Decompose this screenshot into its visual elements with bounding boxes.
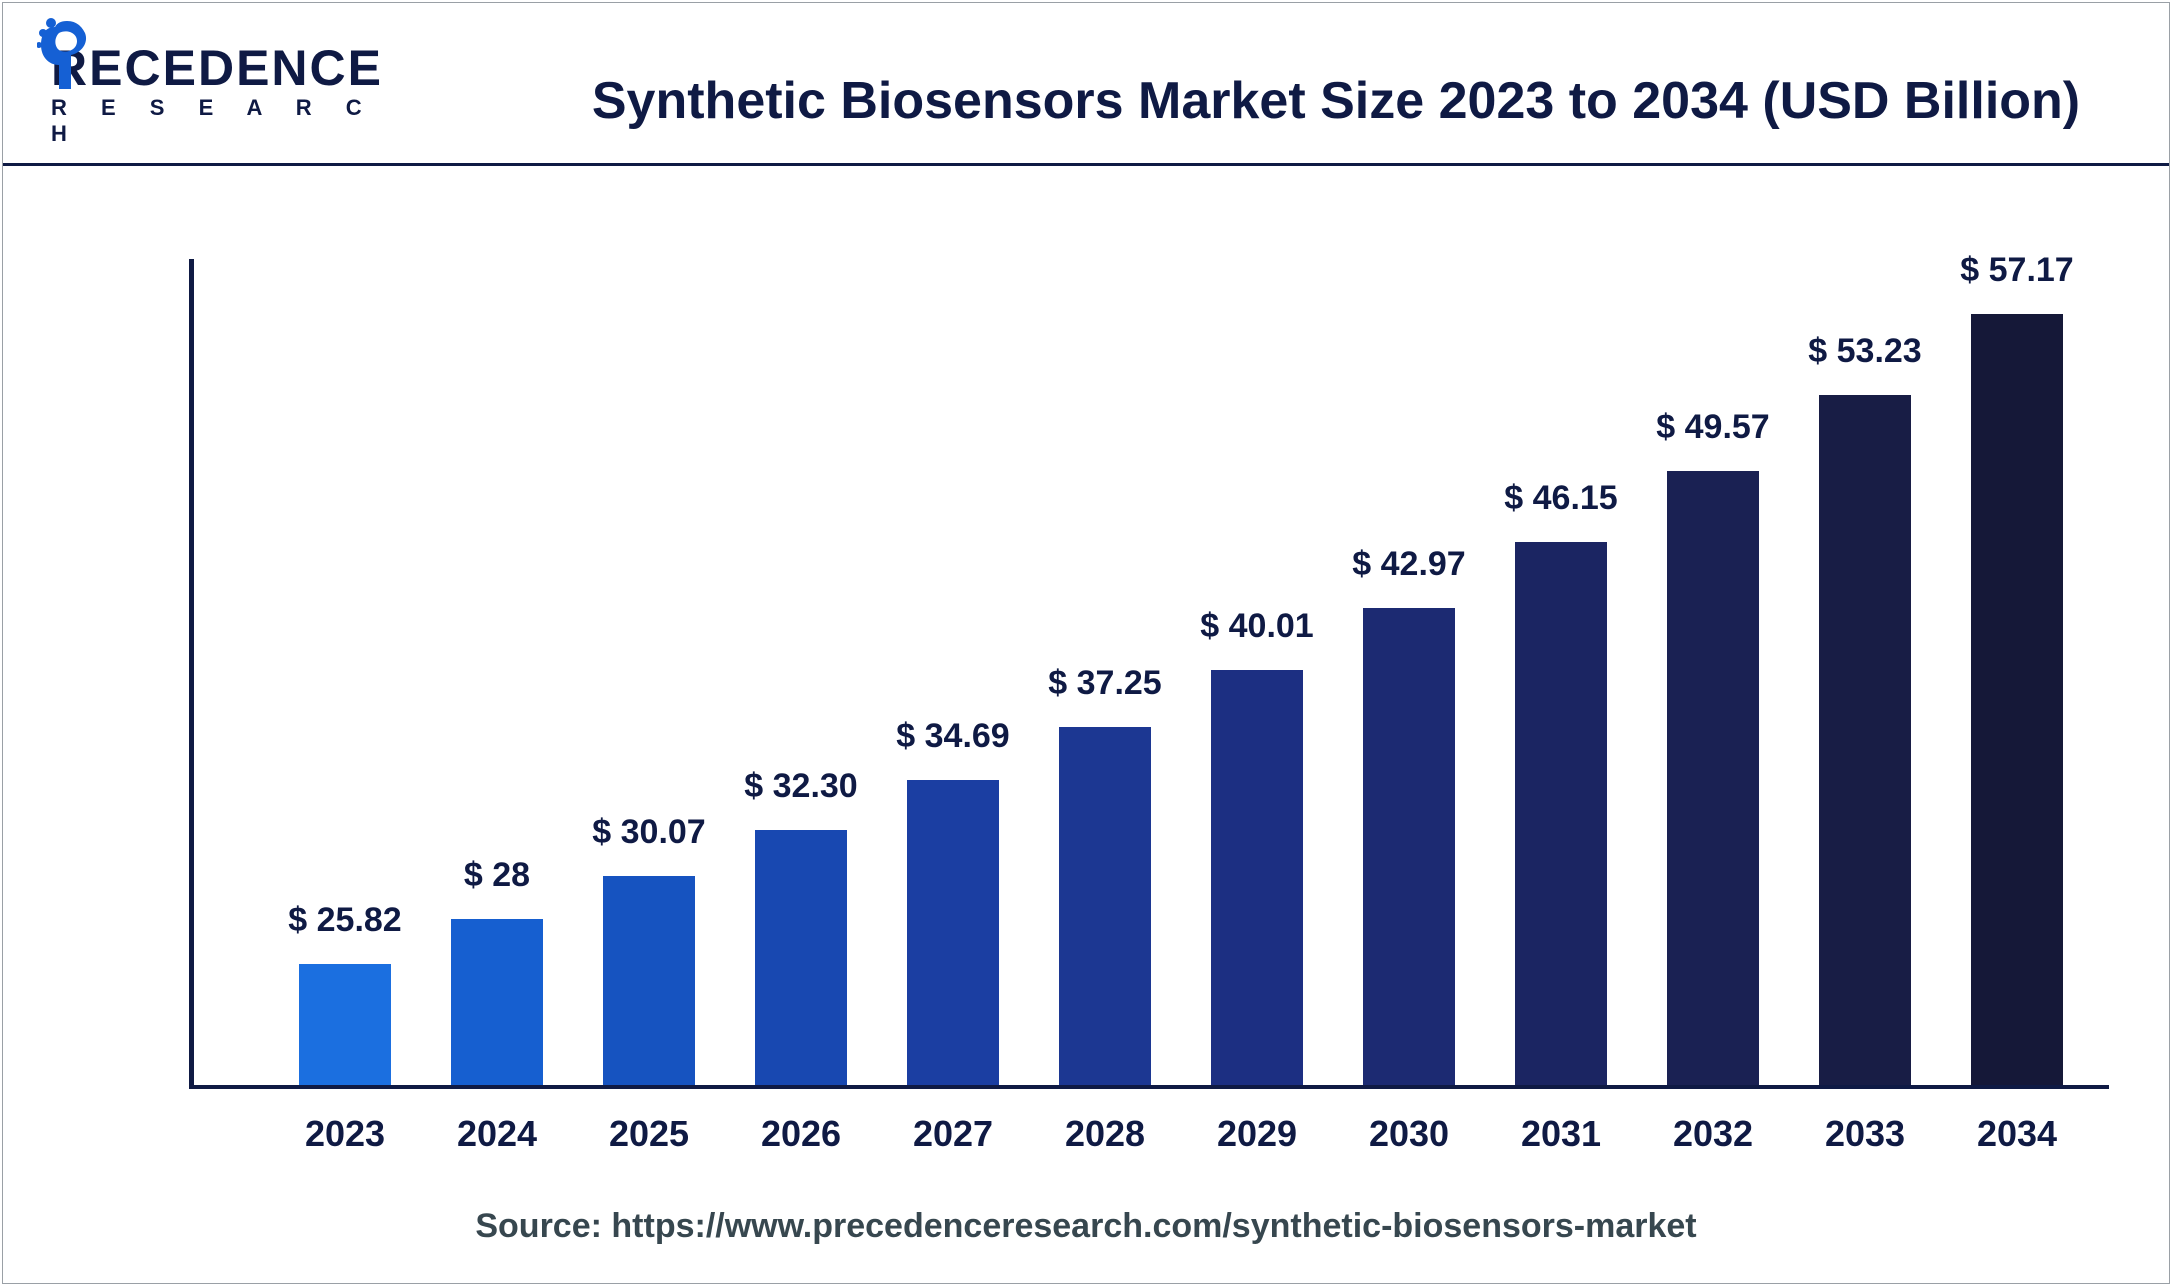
x-axis-label: 2031 xyxy=(1485,1113,1637,1155)
bar-value-label: $ 34.69 xyxy=(853,717,1053,756)
x-axis-label: 2034 xyxy=(1941,1113,2093,1155)
bar xyxy=(1819,395,1911,1085)
x-axis-label: 2033 xyxy=(1789,1113,1941,1155)
x-axis-label: 2026 xyxy=(725,1113,877,1155)
brand-mark-icon xyxy=(43,29,49,85)
brand-name: RECEDENCE xyxy=(51,43,383,93)
brand-subtitle: R E S E A R C H xyxy=(51,95,383,147)
bar-value-label: $ 28 xyxy=(397,856,597,895)
bar xyxy=(1059,727,1151,1085)
bar-value-label: $ 49.57 xyxy=(1613,408,1813,447)
x-axis-label: 2025 xyxy=(573,1113,725,1155)
plot-area: $ 25.82 $ 28 $ 30.07 $ 32.30 $ 34.69 $ 37.25 $… xyxy=(189,259,2069,1089)
bar-value-label: $ 25.82 xyxy=(245,901,445,940)
bar xyxy=(1211,670,1303,1085)
bar xyxy=(1667,471,1759,1085)
bar xyxy=(1363,608,1455,1085)
source-url: https://www.precedenceresearch.com/synth… xyxy=(611,1207,1696,1245)
bar xyxy=(907,780,999,1085)
source-prefix: Source: xyxy=(475,1207,611,1245)
brand-top-row: RECEDENCE xyxy=(43,29,383,93)
bar xyxy=(451,919,543,1085)
bar-value-label: $ 40.01 xyxy=(1157,607,1357,646)
x-axis-label: 2024 xyxy=(421,1113,573,1155)
chart-title: Synthetic Biosensors Market Size 2023 to… xyxy=(543,71,2129,131)
bar-value-label: $ 57.17 xyxy=(1917,251,2117,290)
bar-value-label: $ 53.23 xyxy=(1765,332,1965,371)
x-axis-label: 2028 xyxy=(1029,1113,1181,1155)
bar-value-label: $ 32.30 xyxy=(701,767,901,806)
bar-value-label: $ 46.15 xyxy=(1461,479,1661,518)
chart-frame: RECEDENCE R E S E A R C H Synthetic Bios… xyxy=(2,2,2170,1284)
x-axis-label: 2032 xyxy=(1637,1113,1789,1155)
bar-value-label: $ 42.97 xyxy=(1309,545,1509,584)
bar xyxy=(1515,542,1607,1085)
bar xyxy=(299,964,391,1085)
bar-value-label: $ 30.07 xyxy=(549,813,749,852)
bar xyxy=(755,830,847,1085)
x-axis-label: 2029 xyxy=(1181,1113,1333,1155)
bar xyxy=(1971,314,2063,1085)
bar xyxy=(603,876,695,1085)
bars-container: $ 25.82 $ 28 $ 30.07 $ 32.30 $ 34.69 $ 37.25 $… xyxy=(189,259,2069,1089)
header: RECEDENCE R E S E A R C H Synthetic Bios… xyxy=(3,3,2169,166)
brand-logo: RECEDENCE R E S E A R C H xyxy=(43,29,383,147)
bar-value-label: $ 37.25 xyxy=(1005,664,1205,703)
x-axis-labels: 2023202420252026202720282029203020312032… xyxy=(189,1113,2069,1173)
source-line: Source: https://www.precedenceresearch.c… xyxy=(3,1207,2169,1246)
x-axis-label: 2023 xyxy=(269,1113,421,1155)
x-axis-label: 2027 xyxy=(877,1113,1029,1155)
x-axis-label: 2030 xyxy=(1333,1113,1485,1155)
